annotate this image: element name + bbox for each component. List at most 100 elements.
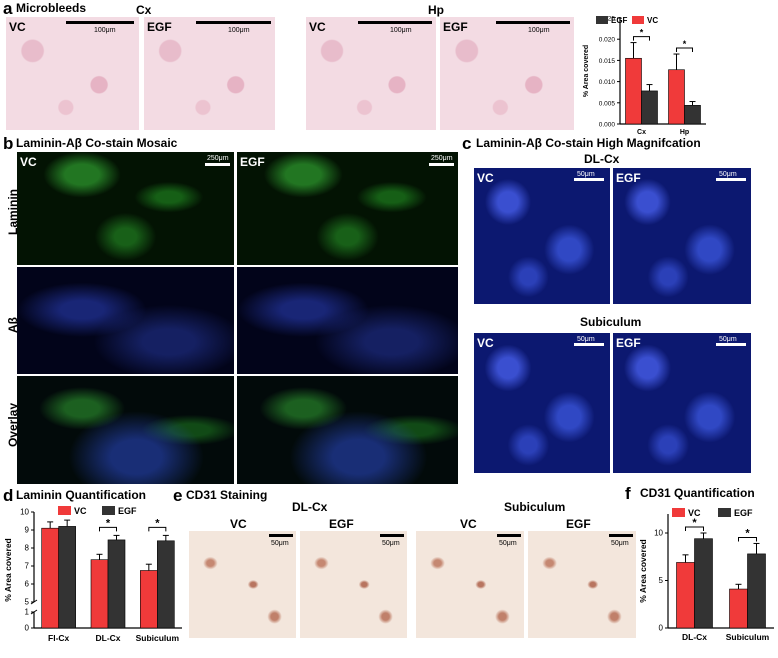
bar-egf <box>641 90 658 125</box>
scale-bar <box>269 534 293 537</box>
y-axis-label: % Area covered <box>3 538 13 601</box>
significance-star: * <box>683 39 687 49</box>
microbleeds-cx-vc-image: VC 100μm <box>6 17 139 130</box>
scale-text: 100μm <box>94 27 116 34</box>
x-tick-label: Cx <box>637 129 646 136</box>
legend-label-egf: EGF <box>734 508 753 518</box>
mosaic-laminin-vc-image: VC 250μm <box>17 152 234 265</box>
significance-bracket <box>633 36 650 41</box>
y-tick-label: 0 <box>25 624 30 633</box>
significance-bracket <box>685 526 704 531</box>
panel-d-label: d <box>3 486 14 505</box>
bar-egf <box>684 105 701 125</box>
panel-a-region-hp: Hp <box>428 3 444 17</box>
microbleeds-hp-egf-image: EGF 100μm <box>440 17 574 130</box>
bar-egf <box>747 553 766 629</box>
y-tick-label: 5 <box>659 576 664 585</box>
bar-vc <box>41 527 59 629</box>
y-tick-label: 0.015 <box>599 58 616 65</box>
mosaic-abeta-egf-image <box>237 267 458 374</box>
scale-bar <box>429 163 454 166</box>
legend-swatch-vc <box>632 16 644 24</box>
bar-vc <box>90 559 109 629</box>
y-tick-label: 0.020 <box>599 37 616 44</box>
scale-bar <box>716 178 746 181</box>
x-tick-label: DL-Cx <box>682 632 707 642</box>
panel-f-title: CD31 Quantification <box>640 486 755 500</box>
legend-swatch-egf <box>718 508 731 517</box>
bar-vc <box>140 570 158 629</box>
image-label-egf: EGF <box>616 336 641 350</box>
y-tick-label: 7 <box>25 562 30 571</box>
scale-text: 50μm <box>499 540 517 547</box>
significance-star: * <box>692 517 697 529</box>
legend-swatch-vc <box>672 508 685 517</box>
y-tick-label: 6 <box>25 580 30 589</box>
legend-label-vc: VC <box>74 506 87 516</box>
scale-text: 250μm <box>207 155 229 162</box>
y-tick-label: 0.005 <box>599 100 616 107</box>
legend-label-egf: EGF <box>611 16 628 25</box>
y-tick-label: 0 <box>659 624 664 633</box>
x-tick-label: Subiculum <box>136 633 180 643</box>
panel-e-region-right: Subiculum <box>504 500 566 514</box>
significance-star: * <box>155 517 160 529</box>
cd31-dlcx-vc-image: 50μm <box>189 531 296 638</box>
highmag-subiculum-vc-image: VC 50μm <box>474 333 610 473</box>
scale-text: 100μm <box>228 27 250 34</box>
x-tick-label: Hp <box>680 129 689 136</box>
panel-c-label: c <box>462 134 472 153</box>
scale-text: 50μm <box>382 540 400 547</box>
microbleeds-cx-egf-image: EGF 100μm <box>144 17 275 130</box>
cd31-subiculum-egf-image: 50μm <box>528 531 636 638</box>
scale-text: 50μm <box>719 336 737 343</box>
mosaic-overlay-vc-image <box>17 376 234 484</box>
panel-e-title: CD31 Staining <box>186 488 268 502</box>
image-label-vc: VC <box>9 20 26 34</box>
y-tick-label: 9 <box>25 526 30 535</box>
scale-text: 100μm <box>528 27 550 34</box>
x-tick-label: Subiculum <box>726 632 770 642</box>
bar-vc <box>729 588 748 629</box>
significance-bracket <box>148 526 167 532</box>
bar-vc <box>625 57 642 125</box>
bar-vc <box>668 69 685 125</box>
panel-a-region-cx: Cx <box>136 3 152 17</box>
image-label-egf: EGF <box>616 171 641 185</box>
image-label-vc: VC <box>20 155 37 169</box>
scale-bar <box>380 534 404 537</box>
y-tick-label: 1 <box>25 608 30 617</box>
significance-star: * <box>640 28 644 38</box>
significance-star: * <box>745 527 750 539</box>
scale-bar <box>196 21 271 24</box>
scale-bar <box>205 163 230 166</box>
bar-egf <box>107 539 126 629</box>
scale-text: 50μm <box>271 540 289 547</box>
panel-c-region-bottom: Subiculum <box>580 315 642 329</box>
legend-swatch-egf <box>102 506 115 515</box>
legend-label-vc: VC <box>647 16 658 25</box>
scale-bar <box>716 343 746 346</box>
x-tick-label: Fl-Cx <box>48 633 70 643</box>
panel-b-title: Laminin-Aβ Co-stain Mosaic <box>16 136 178 150</box>
significance-bracket <box>676 47 693 53</box>
panel-e-label: e <box>173 486 183 505</box>
y-tick-label: 10 <box>20 508 29 517</box>
legend-swatch-egf <box>596 16 608 24</box>
scale-text: 50μm <box>577 336 595 343</box>
x-tick-label: DL-Cx <box>95 633 120 643</box>
panel-c-region-top: DL-Cx <box>584 152 620 166</box>
image-label-egf: EGF <box>443 20 468 34</box>
cd31-subiculum-vc-image: 50μm <box>416 531 524 638</box>
mosaic-abeta-vc-image <box>17 267 234 374</box>
significance-bracket <box>738 536 757 542</box>
highmag-dlcx-vc-image: VC 50μm <box>474 168 610 304</box>
highmag-subiculum-egf-image: EGF 50μm <box>613 333 751 473</box>
legend-label-vc: VC <box>688 508 701 518</box>
scale-bar <box>574 343 604 346</box>
cd31-dlcx-egf-image: 50μm <box>300 531 407 638</box>
legend-swatch-vc <box>58 506 71 515</box>
bar-vc <box>676 562 695 629</box>
scale-text: 50μm <box>611 540 629 547</box>
scale-bar <box>496 21 570 24</box>
